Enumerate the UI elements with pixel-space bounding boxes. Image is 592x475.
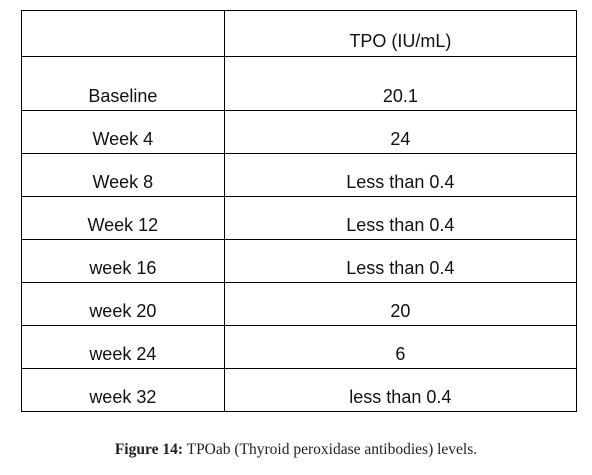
table-row: week 24 6	[21, 325, 578, 369]
row-value-cell: 20.1	[223, 56, 578, 111]
caption-label: Figure 14:	[114, 441, 183, 458]
row-value-cell: Less than 0.4	[223, 239, 578, 283]
row-value-cell: 6	[223, 325, 578, 369]
row-value-cell: less than 0.4	[223, 368, 578, 412]
row-label-cell: Week 4	[21, 110, 225, 154]
table-row: Week 8 Less than 0.4	[21, 153, 578, 197]
header-value-cell: TPO (IU/mL)	[223, 10, 578, 57]
row-value-cell: Less than 0.4	[223, 153, 578, 197]
table-row: week 16 Less than 0.4	[21, 239, 578, 283]
table-row: week 20 20	[21, 282, 578, 326]
table-row: Week 4 24	[21, 110, 578, 154]
tpo-levels-table: TPO (IU/mL) Baseline 20.1 Week 4 24 Week…	[21, 10, 578, 412]
header-label-cell	[21, 10, 225, 57]
row-label-cell: week 24	[21, 325, 225, 369]
row-label-cell: Week 8	[21, 153, 225, 197]
row-value-cell: 20	[223, 282, 578, 326]
row-label-cell: Week 12	[21, 196, 225, 240]
table-row: week 32 less than 0.4	[21, 368, 578, 412]
row-label-cell: week 20	[21, 282, 225, 326]
row-value-cell: Less than 0.4	[223, 196, 578, 240]
row-label-cell: Baseline	[21, 56, 225, 111]
row-value-cell: 24	[223, 110, 578, 154]
caption-text: TPOab (Thyroid peroxidase antibodies) le…	[183, 441, 478, 458]
figure-caption: Figure 14: TPOab (Thyroid peroxidase ant…	[0, 441, 592, 459]
row-label-cell: week 16	[21, 239, 225, 283]
table-row: Baseline 20.1	[21, 56, 578, 111]
table-header-row: TPO (IU/mL)	[21, 10, 578, 57]
row-label-cell: week 32	[21, 368, 225, 412]
table-row: Week 12 Less than 0.4	[21, 196, 578, 240]
